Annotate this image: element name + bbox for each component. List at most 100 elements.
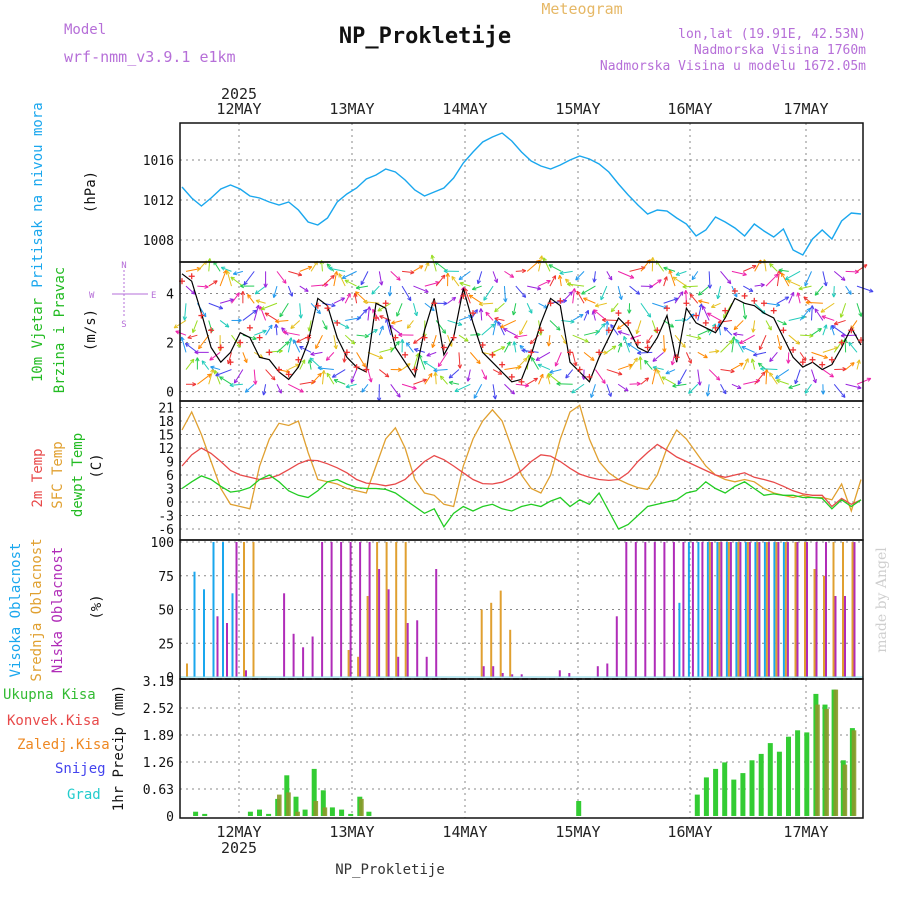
- wind-vector: [760, 368, 778, 371]
- wind-vector-head: [514, 336, 519, 339]
- wind-vector: [503, 286, 507, 303]
- wind-vector-head: [663, 266, 668, 269]
- model-altitude-label: Nadmorska Visina u modelu 1672.05m: [600, 59, 866, 74]
- wind-vector-head: [333, 379, 338, 384]
- wind-vector-head: [512, 311, 517, 316]
- wind-vector: [629, 285, 640, 295]
- wind-vector-head: [610, 307, 613, 312]
- wind-vector-head: [559, 272, 564, 276]
- wind-vector-head: [688, 389, 691, 394]
- wind-vector-head: [574, 288, 577, 293]
- wind-vector: [856, 285, 874, 293]
- wind-vector: [538, 302, 548, 309]
- wind-vector-head: [234, 380, 239, 384]
- wind-vector: [356, 285, 369, 289]
- bottom-day-label: 14MAY: [442, 823, 487, 841]
- wind-vector: [698, 300, 710, 304]
- wind-vector-head: [757, 362, 761, 367]
- wind-vector-head: [316, 311, 321, 315]
- wind-vector: [617, 383, 629, 392]
- wind-vector-head: [565, 375, 570, 379]
- wind-vector-head: [769, 263, 772, 268]
- mid-cloud-bar: [186, 663, 188, 677]
- low-cloud-bar: [615, 616, 618, 678]
- wind-vector: [833, 383, 846, 398]
- wind-vector-head: [297, 274, 302, 277]
- precip-tick-label: 0.63: [143, 783, 174, 798]
- wind-vector: [618, 364, 633, 371]
- wind-vector-head: [497, 321, 502, 325]
- wind-vector-head: [679, 291, 684, 295]
- wind-vector-head: [198, 344, 200, 349]
- grid-layer: [180, 123, 863, 818]
- wind-vector-head: [275, 319, 280, 323]
- wind-vector-head: [767, 327, 772, 331]
- wind-vector-head: [444, 329, 447, 334]
- wind-vector-head: [345, 384, 350, 388]
- wind-vector: [856, 377, 872, 385]
- wind-vector-head: [361, 388, 364, 393]
- wind-vector: [470, 333, 481, 336]
- wind-vector-head: [547, 373, 553, 375]
- wind-vector-head: [284, 279, 287, 284]
- wind-vector: [338, 273, 346, 287]
- wind-vector-head: [521, 268, 526, 272]
- wind-vector: [350, 369, 358, 383]
- wind-vector-head: [413, 385, 417, 390]
- total-precip-bar: [703, 777, 709, 816]
- wind-vector-head: [775, 304, 781, 307]
- wind-vector-head: [308, 266, 313, 270]
- wind-vector-head: [860, 312, 863, 317]
- wind-vector: [265, 324, 273, 336]
- wind-vector-head: [476, 361, 481, 365]
- wind-vector-head: [802, 358, 806, 362]
- low-cloud-bar: [368, 542, 371, 677]
- wind-vector-head: [775, 377, 780, 379]
- wind-vector: [706, 384, 710, 397]
- total-precip-bar: [786, 736, 791, 816]
- wind-vector-head: [439, 375, 442, 380]
- wind-vector-head: [180, 336, 183, 342]
- wind-vector-head: [273, 294, 277, 298]
- wind-vector-head: [603, 352, 608, 355]
- wind-vector-head: [529, 339, 532, 344]
- wind-vector-head: [590, 359, 595, 362]
- wind-vector-head: [688, 391, 693, 394]
- mid-cloud-bar: [813, 569, 816, 677]
- wind-vector-head: [525, 383, 529, 387]
- wind-vector-head: [610, 324, 612, 329]
- wind-vector: [629, 383, 641, 385]
- top-year-label: 2025: [221, 85, 257, 103]
- wind-vector: [651, 367, 657, 385]
- wind-vector-head: [220, 267, 225, 271]
- wind-vector: [451, 276, 460, 287]
- wind-vector: [669, 269, 676, 287]
- wind-vector-head: [389, 347, 394, 349]
- total-precip-bar: [713, 768, 719, 816]
- wind-vector-head: [869, 288, 874, 292]
- wind-vector: [595, 302, 607, 307]
- wind-vector-head: [510, 392, 515, 395]
- wind-vector-head: [796, 292, 799, 297]
- wind-vector-head: [443, 270, 448, 274]
- wind-vector-head: [591, 356, 595, 361]
- wind-vector-head: [343, 358, 347, 363]
- wind-vector: [556, 383, 573, 385]
- wind-vector-head: [201, 360, 206, 364]
- wind-vector: [675, 270, 687, 276]
- wind-vector-head: [519, 331, 524, 335]
- wind-vector: [447, 335, 453, 347]
- wind-vector-head: [353, 293, 356, 298]
- wind-vector-head: [192, 290, 196, 295]
- wind-vector-head: [182, 316, 185, 321]
- wind-vector-head: [395, 340, 400, 344]
- low-cloud-bar: [283, 593, 286, 677]
- wind-vector-head: [524, 293, 527, 298]
- wind-vector-head: [635, 292, 640, 295]
- wind-vector: [413, 285, 429, 293]
- wind-vector-head: [512, 341, 515, 346]
- wind-vector-head: [309, 357, 315, 360]
- wind-vector: [175, 330, 187, 336]
- wind-vector: [459, 282, 471, 287]
- wind-vector-head: [432, 344, 436, 348]
